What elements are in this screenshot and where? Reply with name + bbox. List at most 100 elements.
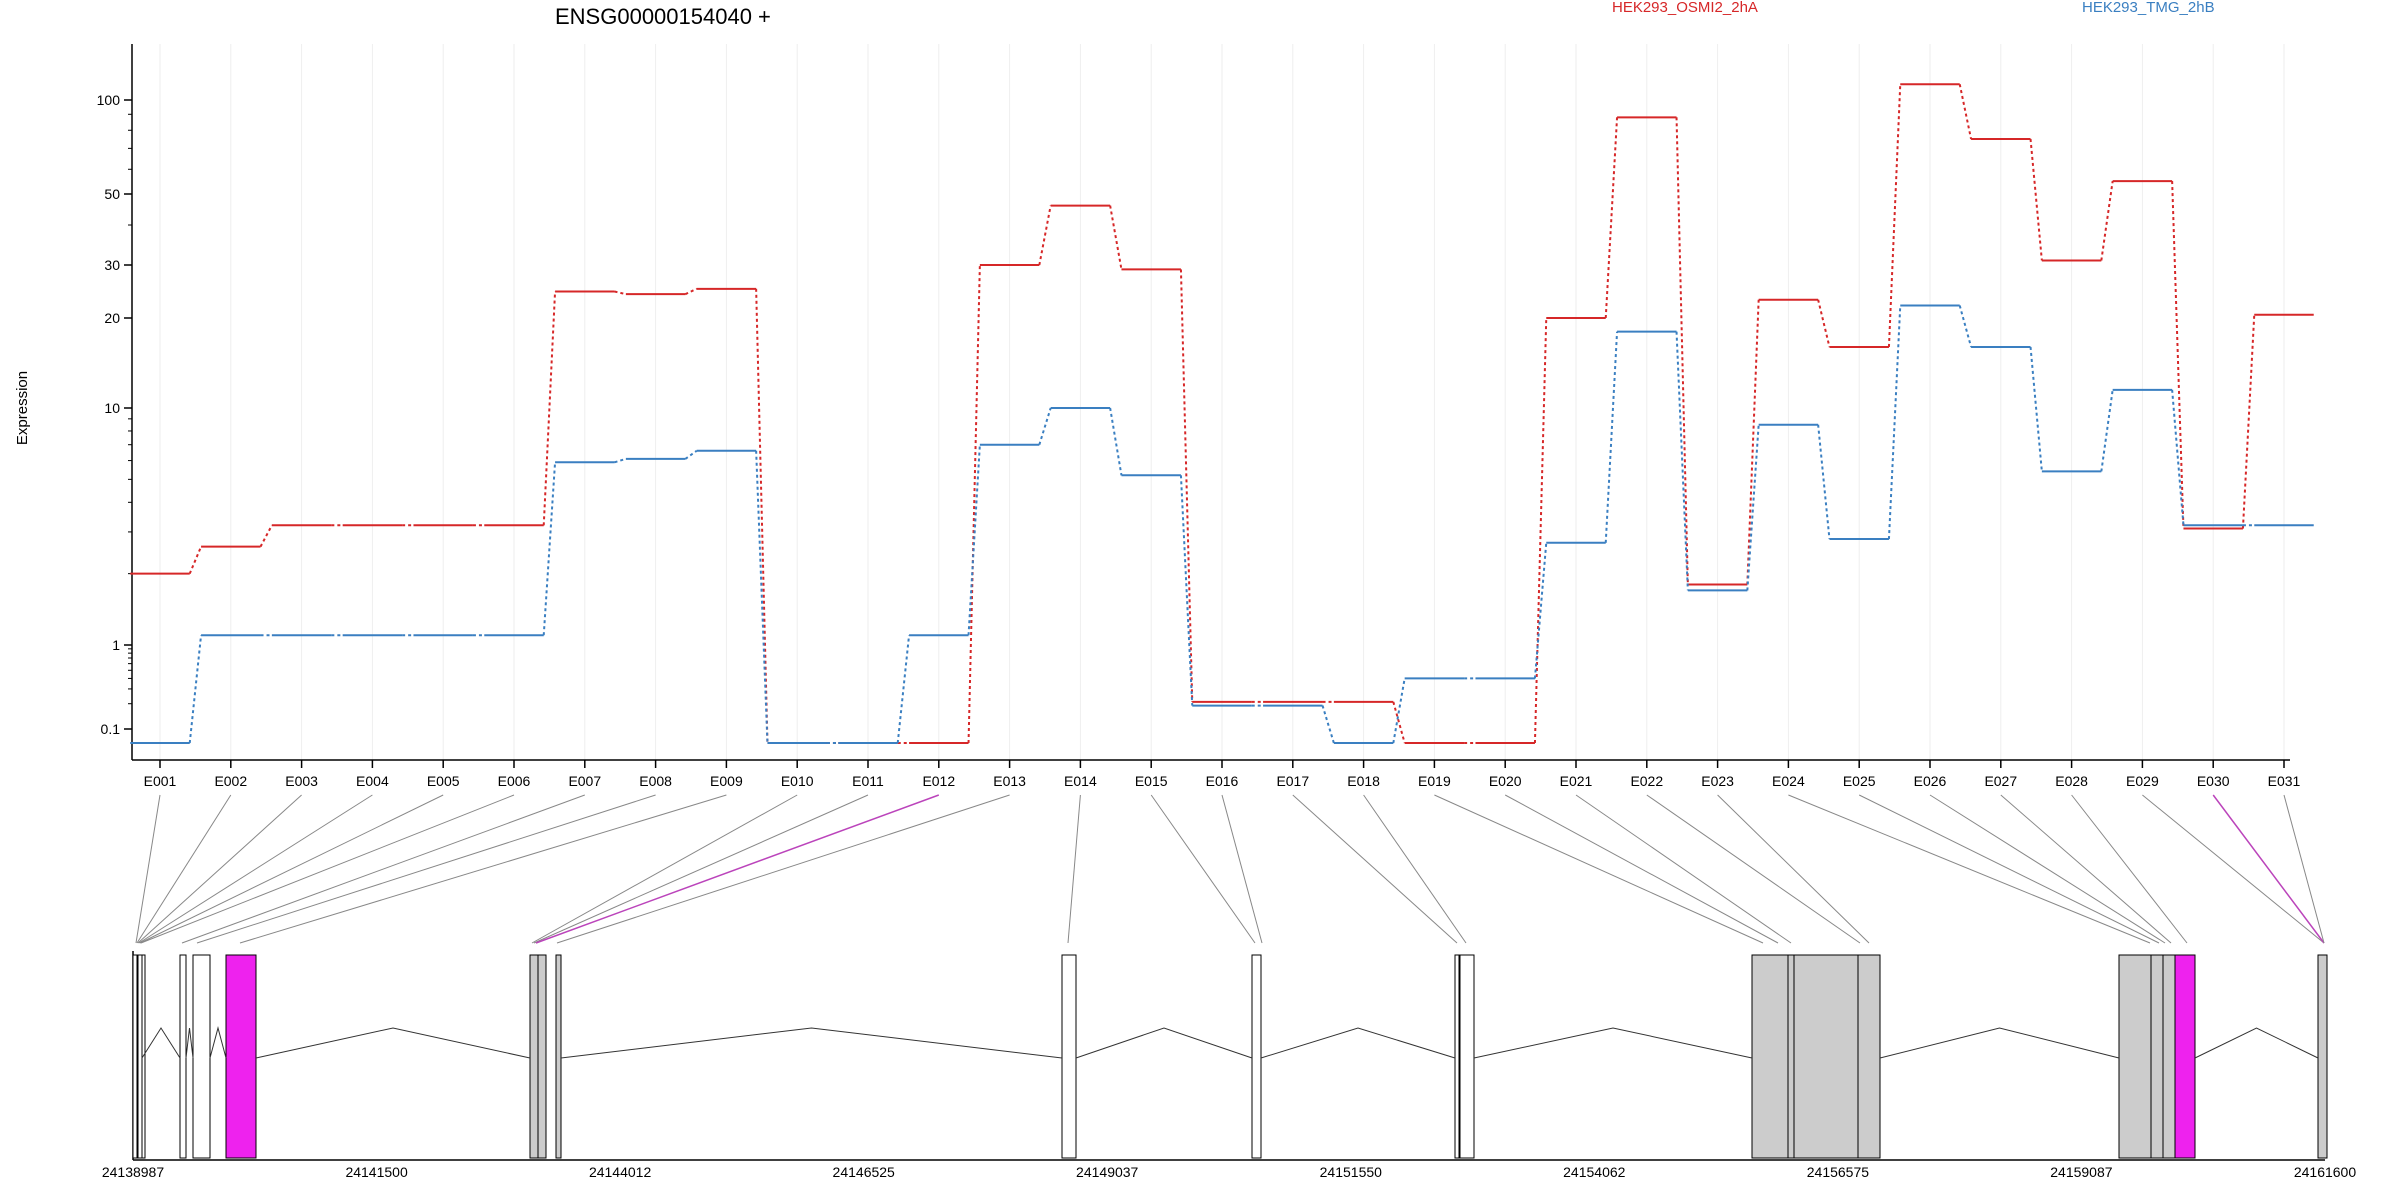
genome-coordinate-label: 24138987 bbox=[102, 1164, 165, 1180]
series-connector bbox=[1321, 705, 1335, 744]
series-connector bbox=[684, 287, 698, 296]
series-connector bbox=[1533, 542, 1548, 679]
exon-connector-e005 bbox=[139, 794, 444, 944]
series-connector bbox=[755, 450, 769, 744]
x-tick-label-e031: E031 bbox=[2268, 773, 2301, 789]
exon-connector-e004 bbox=[138, 794, 373, 944]
exon-connector-e023 bbox=[1717, 794, 1870, 944]
exon-block bbox=[2174, 954, 2196, 1159]
exon-connector-e013 bbox=[556, 794, 1010, 944]
exon-block bbox=[2162, 954, 2176, 1159]
exon-connector-e014 bbox=[1067, 794, 1081, 944]
exon-connector-e009 bbox=[239, 794, 727, 944]
exon-connector-e028 bbox=[2071, 794, 2188, 944]
x-tick-label-e025: E025 bbox=[1843, 773, 1876, 789]
series-connector bbox=[1958, 84, 1973, 140]
x-tick-label-e017: E017 bbox=[1276, 773, 1309, 789]
x-tick-label-e002: E002 bbox=[214, 773, 247, 789]
genome-coordinate-label: 24154062 bbox=[1563, 1164, 1626, 1180]
genome-coordinate-label: 24144012 bbox=[589, 1164, 652, 1180]
x-tick-label-e007: E007 bbox=[568, 773, 601, 789]
exon-connector-e018 bbox=[1363, 794, 1467, 944]
exon-block bbox=[529, 954, 539, 1159]
exon-connector-e027 bbox=[2000, 794, 2172, 944]
y-tick-label: 30 bbox=[104, 257, 120, 273]
series-connector bbox=[967, 264, 981, 744]
series-connector bbox=[1675, 331, 1689, 591]
exon-connector-e015 bbox=[1150, 794, 1256, 944]
y-axis-label: Expression bbox=[14, 371, 31, 445]
series-connector bbox=[1038, 407, 1052, 446]
x-tick-label-e027: E027 bbox=[1984, 773, 2017, 789]
exon-connector-e030 bbox=[2212, 794, 2325, 944]
series-connector bbox=[1604, 117, 1619, 319]
x-tick-label-e030: E030 bbox=[2197, 773, 2230, 789]
exon-block bbox=[132, 954, 138, 1159]
intron-line bbox=[141, 1027, 181, 1059]
x-tick-label-e003: E003 bbox=[285, 773, 318, 789]
x-tick-label-e004: E004 bbox=[356, 773, 389, 789]
series-connector bbox=[2171, 181, 2185, 529]
exon-block bbox=[179, 954, 187, 1159]
x-tick-label-e012: E012 bbox=[922, 773, 955, 789]
exon-block bbox=[1251, 954, 1262, 1159]
exon-connector-e017 bbox=[1292, 794, 1458, 944]
series-connector bbox=[614, 290, 627, 296]
exon-connector-e020 bbox=[1504, 794, 1779, 944]
exon-block bbox=[1787, 954, 1795, 1159]
exon-block bbox=[1459, 954, 1475, 1159]
series-connector bbox=[2029, 346, 2043, 472]
series-connector bbox=[1109, 407, 1123, 476]
genome-coordinate-label: 24161600 bbox=[2294, 1164, 2357, 1180]
exon-block bbox=[1857, 954, 1881, 1159]
exon-connector-e021 bbox=[1575, 794, 1792, 944]
exon-block bbox=[1751, 954, 1789, 1159]
series-connector bbox=[2171, 389, 2185, 526]
y-tick-label: 0.1 bbox=[101, 721, 121, 737]
exon-connector-e025 bbox=[1858, 794, 2160, 944]
exon-block bbox=[1061, 954, 1077, 1159]
exon-connector-e011 bbox=[533, 794, 869, 944]
exon-connector-e007 bbox=[181, 794, 585, 944]
x-tick-label-e013: E013 bbox=[993, 773, 1026, 789]
exon-connector-e008 bbox=[196, 794, 656, 944]
genome-coordinate-label: 24149037 bbox=[1076, 1164, 1139, 1180]
x-tick-label-e016: E016 bbox=[1206, 773, 1239, 789]
intron-line bbox=[185, 1027, 194, 1059]
plot-area: 0.1 1 10 20 30 50 100 E001 E002 E003 E004 E005 E006 E… bbox=[97, 44, 2357, 1180]
genome-coordinate-label: 24159087 bbox=[2050, 1164, 2113, 1180]
series-connector bbox=[1746, 299, 1760, 585]
series-connector bbox=[1604, 331, 1619, 543]
x-tick-label-e008: E008 bbox=[639, 773, 672, 789]
x-tick-label-e015: E015 bbox=[1135, 773, 1168, 789]
exon-connector-e019 bbox=[1434, 794, 1764, 944]
x-tick-label-e020: E020 bbox=[1489, 773, 1522, 789]
series-connector bbox=[684, 449, 698, 460]
exon-connector-e010 bbox=[531, 794, 798, 944]
y-tick-label: 50 bbox=[104, 186, 120, 202]
series-connector bbox=[1887, 305, 1902, 540]
series-connector bbox=[188, 635, 203, 744]
series-connector bbox=[1533, 317, 1548, 744]
series-connector bbox=[1817, 424, 1831, 540]
legend-series-osmi2: HEK293_OSMI2_2hA bbox=[1612, 0, 1758, 16]
intron-line bbox=[1473, 1027, 1753, 1059]
x-tick-label-e009: E009 bbox=[710, 773, 743, 789]
exon-block bbox=[2150, 954, 2164, 1159]
exon-connector-e001 bbox=[135, 794, 161, 944]
series-connector bbox=[967, 444, 981, 636]
series-connector bbox=[2029, 138, 2043, 261]
x-tick-label-e018: E018 bbox=[1347, 773, 1380, 789]
series-osmi2 bbox=[130, 83, 2314, 744]
x-tick-label-e010: E010 bbox=[781, 773, 814, 789]
x-tick-label-e019: E019 bbox=[1418, 773, 1451, 789]
genome-coordinate-label: 24146525 bbox=[833, 1164, 896, 1180]
series-connector bbox=[1887, 84, 1902, 348]
series-connector bbox=[2241, 314, 2256, 529]
genome-coordinate-label: 24151550 bbox=[1320, 1164, 1383, 1180]
series-connector bbox=[614, 457, 627, 464]
genome-coordinate-label: 24141500 bbox=[345, 1164, 408, 1180]
legend-series-tmg: HEK293_TMG_2hB bbox=[2082, 0, 2215, 16]
series-connector bbox=[1958, 305, 1973, 348]
